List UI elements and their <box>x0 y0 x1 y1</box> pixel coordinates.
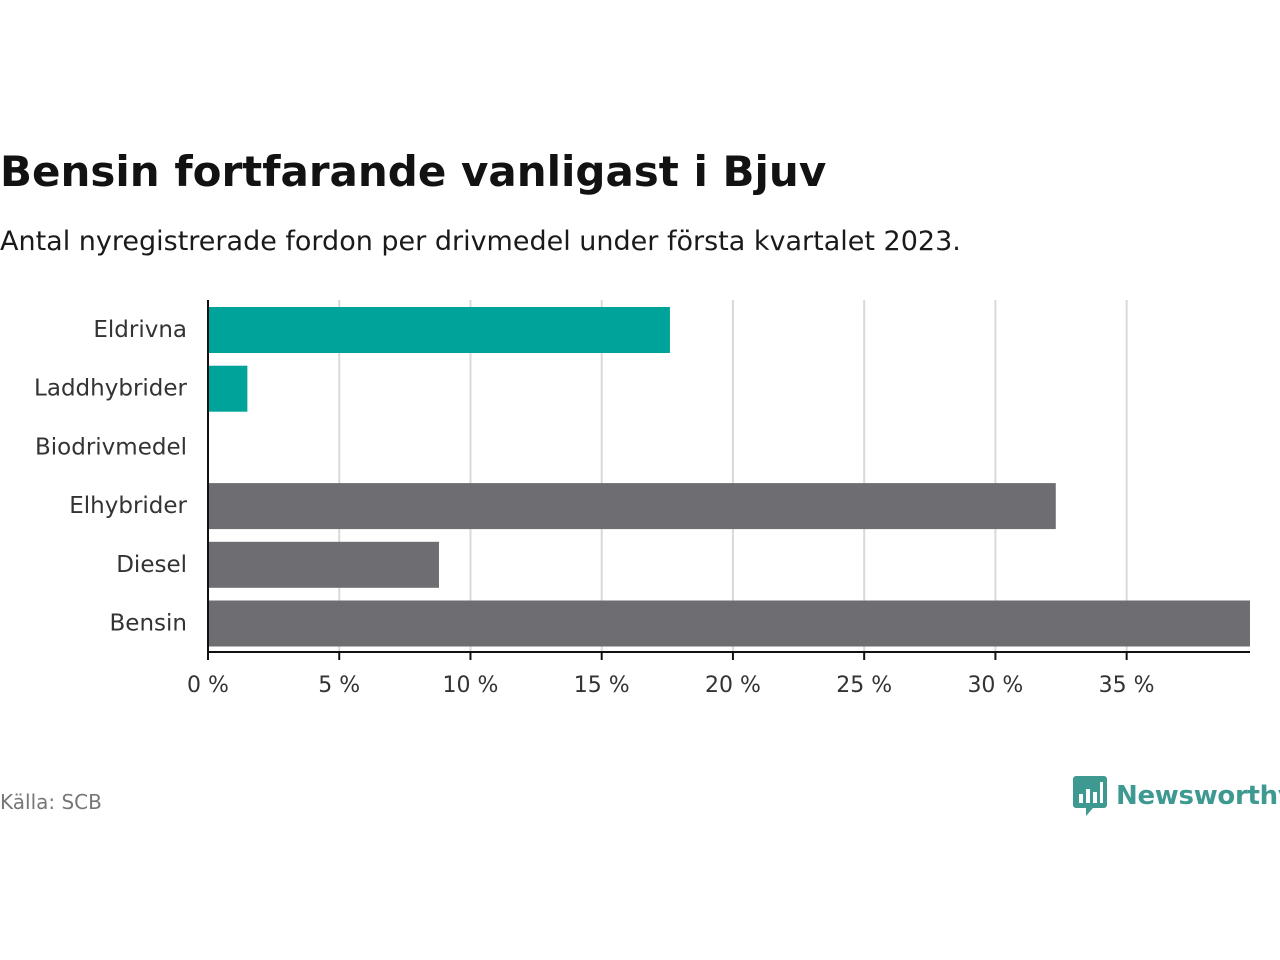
gridlines <box>338 300 1128 652</box>
category-label: Laddhybrider <box>34 376 187 402</box>
bar-laddhybrider <box>208 365 248 412</box>
source-note: Källa: SCB <box>0 790 102 814</box>
x-tick-label: 20 % <box>705 673 761 698</box>
category-label: Elhybrider <box>69 493 187 519</box>
x-axis: 0 % 5 % 10 % 15 % 20 % 25 % 30 % 35 % <box>187 300 1250 698</box>
category-label: Biodrivmedel <box>35 434 187 460</box>
chart-title: Bensin fortfarande vanligast i Bjuv <box>0 147 827 196</box>
bar-elhybrider <box>208 483 1056 530</box>
chart-subtitle: Antal nyregistrerade fordon per drivmede… <box>0 226 961 257</box>
newsworthy-logo: Newsworthy <box>1072 774 1280 818</box>
bars <box>208 307 1250 647</box>
x-tick-label: 30 % <box>967 673 1023 698</box>
category-label: Eldrivna <box>93 317 187 343</box>
x-tick-label: 35 % <box>1099 673 1155 698</box>
bar-chart: Eldrivna Laddhybrider Biodrivmedel Elhybrid… <box>34 300 1250 698</box>
x-tick-label: 0 % <box>187 673 229 698</box>
category-label: Diesel <box>116 552 187 578</box>
bar-eldrivna <box>208 307 670 353</box>
x-tick-label: 5 % <box>318 673 360 698</box>
brand-name: Newsworthy <box>1116 781 1280 811</box>
bar-diesel <box>208 541 439 588</box>
x-tick-label: 10 % <box>443 673 499 698</box>
x-tick-label: 15 % <box>574 673 630 698</box>
bar-bensin <box>208 600 1250 647</box>
category-labels: Eldrivna Laddhybrider Biodrivmedel Elhybrid… <box>34 317 187 637</box>
category-label: Bensin <box>110 611 187 637</box>
newsworthy-logo-icon <box>1073 776 1107 816</box>
x-tick-label: 25 % <box>836 673 892 698</box>
